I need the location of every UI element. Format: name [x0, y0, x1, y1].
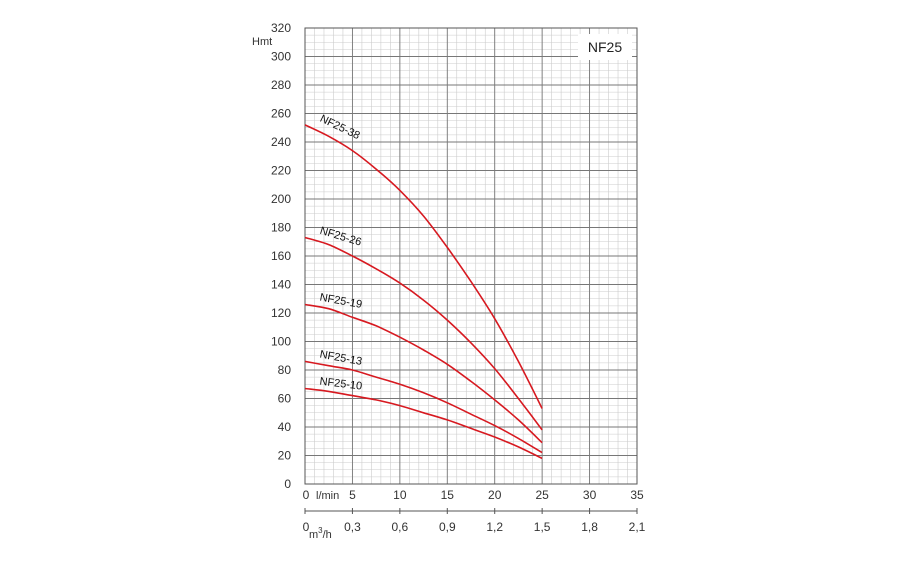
y-tick-label: 220	[271, 164, 291, 178]
x-tick-label-m3h: 1,8	[581, 520, 598, 534]
curve-nf25-10	[304, 387, 543, 460]
y-tick-label: 40	[278, 420, 292, 434]
x-axis-unit-m3h: m3/h	[309, 526, 332, 541]
y-tick-label: 140	[271, 278, 291, 292]
x-tick-label-m3h: 1,2	[486, 520, 503, 534]
x-tick-label-lmin: 20	[488, 488, 502, 502]
x-tick-label-m3h: 0,6	[392, 520, 409, 534]
y-tick-label: 200	[271, 192, 291, 206]
x-tick-label-lmin: 35	[630, 488, 644, 502]
x-tick-label-m3h: 0	[303, 520, 310, 534]
unit-per-hour: /h	[323, 529, 332, 541]
x-tick-label-lmin: 0	[303, 488, 310, 502]
x-tick-label-lmin: 15	[441, 488, 455, 502]
y-tick-label: 320	[271, 21, 291, 35]
x-tick-labels-lmin: 0 5 10 15 20 25 30 35	[303, 488, 644, 502]
chart-title: NF25	[588, 39, 622, 55]
y-tick-label: 240	[271, 135, 291, 149]
y-tick-label: 160	[271, 249, 291, 263]
curve-nf25-13	[304, 360, 543, 454]
x-axis-unit-lmin: l/min	[316, 490, 339, 502]
x-tick-label-lmin: 10	[393, 488, 407, 502]
y-tick-label: 0	[284, 477, 291, 491]
y-tick-label: 120	[271, 306, 291, 320]
curve-nf25-38	[304, 124, 543, 409]
unit-m: m	[309, 529, 318, 541]
curve-label: NF25-26	[318, 225, 362, 249]
y-tick-label: 20	[278, 449, 292, 463]
x-tick-label-m3h: 1,5	[534, 520, 551, 534]
x-tick-label-lmin: 25	[535, 488, 549, 502]
x-tick-label-m3h: 0,9	[439, 520, 456, 534]
x-tick-label-lmin: 30	[583, 488, 597, 502]
major-grid	[304, 27, 638, 485]
chart-title-badge: NF25	[578, 34, 632, 60]
y-tick-label: 260	[271, 107, 291, 121]
y-tick-label: 280	[271, 78, 291, 92]
y-tick-label: 300	[271, 50, 291, 64]
curve-nf25-26	[304, 236, 543, 431]
y-tick-labels: 0 20 40 60 80 100 120 140 160 180 200 220 240 260 280 3…	[271, 21, 291, 491]
x-tick-label-m3h: 0,3	[344, 520, 361, 534]
title-badge-background	[578, 34, 632, 60]
y-tick-label: 100	[271, 335, 291, 349]
unit-superscript: 3	[318, 526, 323, 535]
y-tick-label: 180	[271, 221, 291, 235]
plot-frame	[304, 27, 638, 485]
x-tick-label-lmin: 5	[349, 488, 356, 502]
y-tick-label: 80	[278, 363, 292, 377]
curve-nf25-19	[304, 303, 543, 444]
y-tick-label: 60	[278, 392, 292, 406]
y-axis-label: Hmt	[252, 36, 272, 48]
x-tick-label-m3h: 2,1	[629, 520, 646, 534]
curve-label: NF25-10	[319, 376, 363, 393]
x-tick-labels-m3h: 0 0,3 0,6 0,9 1,2 1,5 1,8 2,1	[303, 508, 646, 534]
